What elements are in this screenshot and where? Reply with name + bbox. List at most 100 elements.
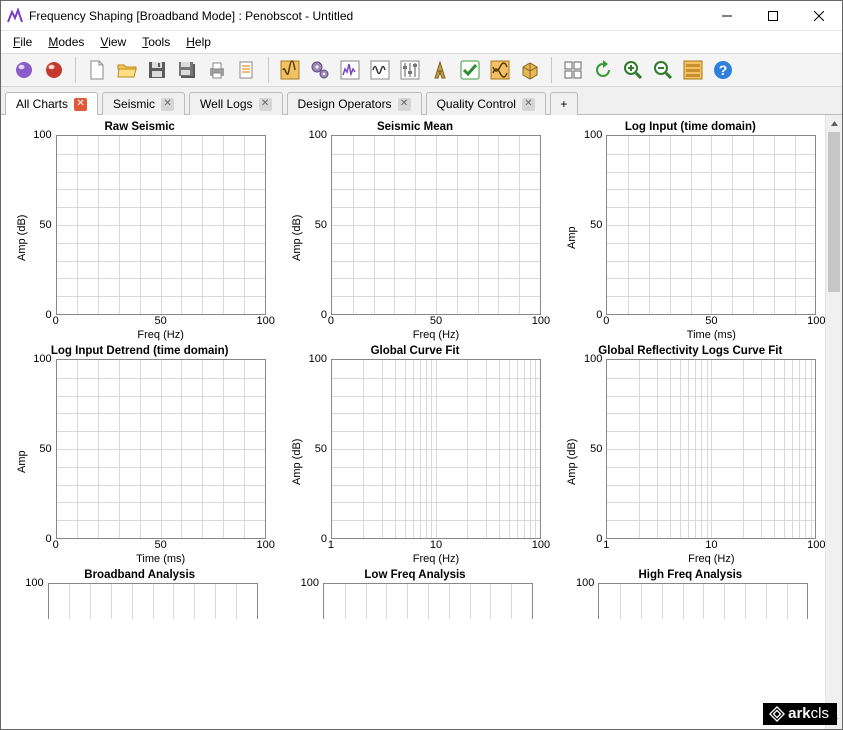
content-area: Raw SeismicAmp (dB)050100050100Freq (Hz)…: [1, 115, 842, 729]
menu-file[interactable]: File: [5, 33, 40, 51]
chart-ylabel: Amp (dB): [564, 359, 580, 565]
chart-xticks: 050100: [56, 539, 266, 553]
svg-text:?: ?: [719, 62, 728, 78]
save-button[interactable]: [143, 56, 171, 84]
tab-strip: All Charts✕Seismic✕Well Logs✕Design Oper…: [1, 87, 842, 115]
chart-yticks: 100: [297, 583, 323, 619]
menu-modes[interactable]: Modes: [40, 33, 92, 51]
chart-plot-area[interactable]: [56, 359, 266, 539]
check-green-button[interactable]: [456, 56, 484, 84]
brand-badge: arkcls: [763, 703, 837, 725]
window-minimize-button[interactable]: [704, 1, 750, 30]
chart-log-input-time-domain-: Log Input (time domain)Amp050100050100Ti…: [558, 121, 823, 341]
chart-plot-area[interactable]: [323, 583, 533, 619]
grid-icons-button[interactable]: [559, 56, 587, 84]
zoom-region-button[interactable]: [679, 56, 707, 84]
scrollbar-up-arrow[interactable]: [826, 115, 842, 132]
chart-xlabel: Time (ms): [606, 329, 816, 341]
chart-xlabel: Freq (Hz): [606, 553, 816, 565]
cube-3d-button[interactable]: [516, 56, 544, 84]
page-properties-icon: [236, 59, 258, 81]
tab-quality-control[interactable]: Quality Control✕: [426, 92, 546, 115]
zoom-out-button[interactable]: [649, 56, 677, 84]
menu-bar: File Modes View Tools Help: [1, 31, 842, 53]
chart-yticks: 100: [572, 583, 598, 619]
chart-plot-area[interactable]: [598, 583, 808, 619]
chart-title: Low Freq Analysis: [364, 569, 465, 581]
menu-view[interactable]: View: [92, 33, 134, 51]
gears-button[interactable]: [306, 56, 334, 84]
menu-help[interactable]: Help: [178, 33, 219, 51]
chart-title: High Freq Analysis: [638, 569, 742, 581]
refresh-button[interactable]: [589, 56, 617, 84]
chart-plot-area[interactable]: [56, 135, 266, 315]
tab-well-logs[interactable]: Well Logs✕: [189, 92, 282, 115]
window-title: Frequency Shaping [Broadband Mode] : Pen…: [29, 9, 704, 23]
seismic-wave-icon: [279, 59, 301, 81]
page-properties-button[interactable]: [233, 56, 261, 84]
window-maximize-button[interactable]: [750, 1, 796, 30]
derrick-button[interactable]: [426, 56, 454, 84]
waveform-box-button[interactable]: [366, 56, 394, 84]
folder-open-button[interactable]: [113, 56, 141, 84]
zoom-in-button[interactable]: [619, 56, 647, 84]
tab-seismic[interactable]: Seismic ✕: [102, 92, 185, 115]
chart-plot-area[interactable]: [331, 359, 541, 539]
zoom-region-icon: [682, 59, 704, 81]
file-new-icon: [86, 59, 108, 81]
chart-broadband-analysis: Broadband Analysis100: [7, 569, 272, 619]
tab-close-icon[interactable]: ✕: [259, 98, 272, 111]
chart-title: Global Reflectivity Logs Curve Fit: [598, 345, 782, 357]
chart-xticks: 050100: [331, 315, 541, 329]
wave-invert-button[interactable]: [486, 56, 514, 84]
app-icon: [7, 8, 23, 24]
tab-all-charts[interactable]: All Charts ✕: [5, 92, 98, 115]
tab-close-icon[interactable]: ✕: [398, 98, 411, 111]
chart-plot-area[interactable]: [48, 583, 258, 619]
tab-label: All Charts: [16, 97, 68, 111]
tab-close-icon[interactable]: ✕: [161, 98, 174, 111]
grid-icons-icon: [562, 59, 584, 81]
chart-high-freq-analysis: High Freq Analysis 100: [558, 569, 823, 619]
gears-icon: [309, 59, 331, 81]
chart-yticks: 050100: [580, 135, 606, 315]
chart-signal-button[interactable]: [336, 56, 364, 84]
chart-yticks: 100: [22, 583, 48, 619]
chart-log-input-detrend-time-domain-: Log Input Detrend (time domain)Amp050100…: [7, 345, 272, 565]
save-all-icon: [176, 59, 198, 81]
file-new-button[interactable]: [83, 56, 111, 84]
vertical-scrollbar[interactable]: [825, 115, 842, 729]
save-all-button[interactable]: [173, 56, 201, 84]
chart-global-curve-fit: Global Curve FitAmp (dB)050100110100Freq…: [282, 345, 547, 565]
charts-panel: Raw SeismicAmp (dB)050100050100Freq (Hz)…: [1, 115, 825, 729]
menu-tools[interactable]: Tools: [134, 33, 178, 51]
sphere-red-button[interactable]: [40, 56, 68, 84]
tab-add-button[interactable]: +: [550, 92, 578, 115]
print-button[interactable]: [203, 56, 231, 84]
chart-seismic-mean: Seismic MeanAmp (dB)050100050100Freq (Hz…: [282, 121, 547, 341]
chart-ylabel: Amp: [564, 135, 580, 341]
wave-invert-icon: [489, 59, 511, 81]
sphere-purple-button[interactable]: [10, 56, 38, 84]
chart-yticks: 050100: [305, 135, 331, 315]
sliders-button[interactable]: [396, 56, 424, 84]
chart-ylabel: Amp (dB): [289, 135, 305, 341]
chart-plot-area[interactable]: [606, 359, 816, 539]
waveform-box-icon: [369, 59, 391, 81]
tab-close-icon[interactable]: ✕: [74, 98, 87, 111]
seismic-wave-button[interactable]: [276, 56, 304, 84]
chart-plot-area[interactable]: [606, 135, 816, 315]
help-blue-icon: ?: [712, 59, 734, 81]
chart-title: Global Curve Fit: [371, 345, 460, 357]
window-close-button[interactable]: [796, 1, 842, 30]
chart-plot-area[interactable]: [331, 135, 541, 315]
zoom-out-icon: [652, 59, 674, 81]
help-blue-button[interactable]: ?: [709, 56, 737, 84]
scrollbar-thumb[interactable]: [828, 132, 840, 292]
cube-3d-icon: [519, 59, 541, 81]
chart-xticks: 050100: [606, 315, 816, 329]
scrollbar-track[interactable]: [826, 132, 842, 712]
tab-label: Seismic: [113, 97, 155, 111]
tab-close-icon[interactable]: ✕: [522, 98, 535, 111]
tab-design-operators[interactable]: Design Operators✕: [287, 92, 422, 115]
